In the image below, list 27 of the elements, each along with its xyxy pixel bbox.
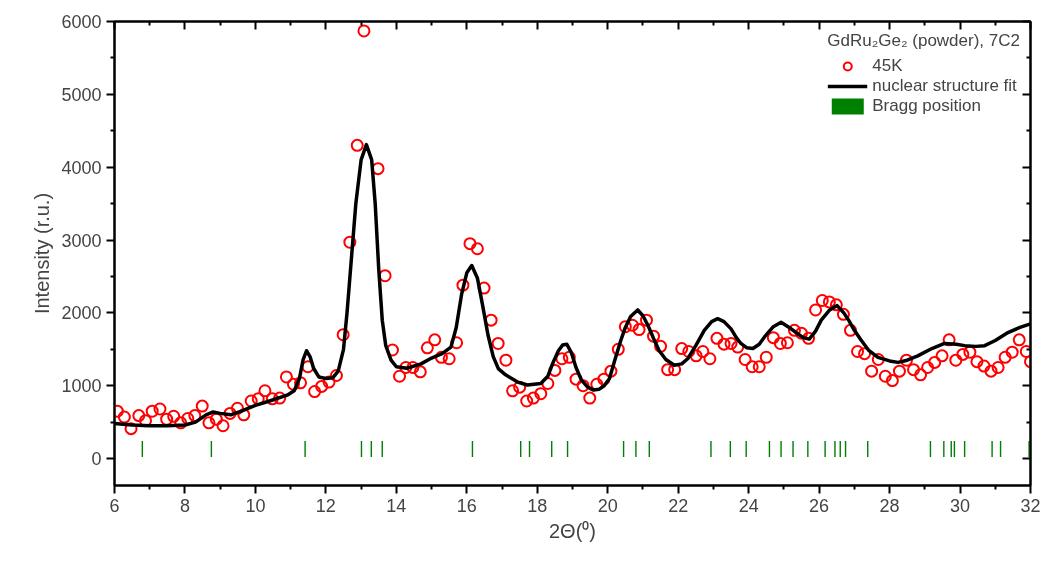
x-axis-title: 2Θ(⁰): [549, 519, 596, 542]
y-tick-label: 2000: [61, 303, 102, 324]
x-tick-label: 18: [527, 495, 548, 516]
legend-label: nuclear structure fit: [872, 76, 1017, 96]
x-tick-label: 20: [597, 495, 618, 516]
y-tick-label: 1000: [61, 376, 102, 397]
y-tick-label: 0: [91, 449, 102, 470]
y-axis-title: Intensity (r.u.): [31, 192, 54, 315]
x-tick-label: 6: [109, 495, 120, 516]
x-tick-label: 22: [668, 495, 689, 516]
x-tick-label: 14: [386, 495, 407, 516]
y-tick-label: 5000: [61, 84, 102, 105]
x-tick-label: 24: [738, 495, 759, 516]
x-tick-label: 26: [809, 495, 830, 516]
y-tick-label: 6000: [61, 12, 102, 32]
x-tick-label: 30: [950, 495, 971, 516]
x-tick-label: 16: [456, 495, 477, 516]
x-tick-label: 28: [879, 495, 900, 516]
legend-label: Bragg position: [872, 96, 981, 116]
x-tick-label: 12: [315, 495, 336, 516]
x-tick-label: 10: [245, 495, 266, 516]
x-tick-label: 8: [179, 495, 190, 516]
legend-title: GdRu₂Ge₂ (powder), 7C2: [827, 31, 1020, 51]
y-tick-label: 3000: [61, 230, 102, 251]
legend-label: 45K: [872, 56, 903, 76]
y-tick-label: 4000: [61, 157, 102, 178]
x-tick-label: 32: [1020, 495, 1041, 516]
